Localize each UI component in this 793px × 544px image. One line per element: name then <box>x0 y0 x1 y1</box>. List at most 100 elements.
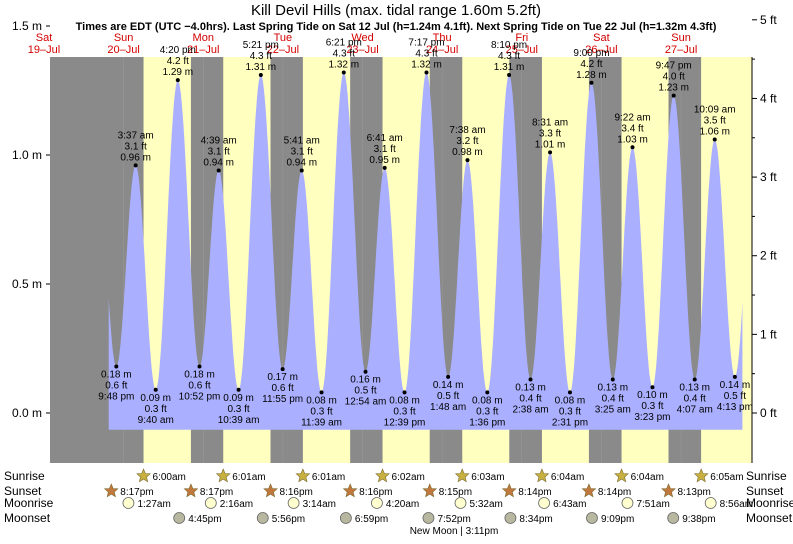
y-tick-label-m-3: 1.5 m <box>12 19 42 33</box>
tide-ft-19: 4.3 ft <box>498 51 520 62</box>
tide-ft-20: 0.4 ft <box>519 393 541 404</box>
tide-m-4: 0.18 m <box>184 370 215 381</box>
tide-time-11: 6:21 pm <box>326 37 362 48</box>
tide-m-10: 0.08 m <box>306 395 337 406</box>
tide-ft-11: 4.3 ft <box>333 48 355 59</box>
tide-m-9: 0.94 m <box>286 157 317 168</box>
sunrise-time-6: 6:04am <box>631 472 664 483</box>
day-name-6: Fri <box>515 32 528 44</box>
tide-time-17: 7:38 am <box>449 125 485 136</box>
tide-m-30: 0.14 m <box>720 380 751 391</box>
sunset-time-0: 8:17pm <box>120 487 153 498</box>
tide-time-29: 10:09 am <box>694 105 736 116</box>
day-name-1: Sun <box>114 32 134 44</box>
moonset-time-3: 7:52pm <box>437 514 470 525</box>
tide-ft-1: 3.1 ft <box>125 141 147 152</box>
tide-point-26 <box>650 385 655 390</box>
tide-time-3: 4:20 pm <box>160 45 196 56</box>
right-edge-band <box>742 57 752 463</box>
tide-point-13 <box>382 165 387 170</box>
tide-ft-15: 4.3 ft <box>415 48 437 59</box>
sunset-time-4: 8:15pm <box>439 487 472 498</box>
tide-time-21: 8:31 am <box>532 117 568 128</box>
sunset-icon-3 <box>342 483 358 498</box>
tide-point-24 <box>610 377 615 382</box>
tide-ft-8: 0.6 ft <box>272 383 294 394</box>
tide-time-15: 7:17 pm <box>408 37 444 48</box>
tide-ft-14: 0.3 ft <box>393 406 415 417</box>
tide-time-9: 5:41 am <box>284 135 320 146</box>
moonrise-icon-3 <box>370 497 383 509</box>
day-name-8: Sun <box>671 32 691 44</box>
sunrise-time-7: 6:05am <box>710 472 743 483</box>
tide-point-20 <box>528 377 533 382</box>
day-name-5: Thu <box>433 32 452 44</box>
moonset-time-1: 5:56pm <box>272 514 305 525</box>
day-name-7: Sat <box>593 32 610 44</box>
y-tick-label-m-1: 0.5 m <box>12 277 42 291</box>
tide-point-25 <box>630 145 635 150</box>
sunset-time-5: 8:14pm <box>518 487 551 498</box>
tide-ft-28: 0.4 ft <box>684 393 706 404</box>
sunset-time-2: 8:16pm <box>280 487 313 498</box>
moonrise-time-2: 3:14am <box>303 499 336 510</box>
moonset-time-6: 9:38pm <box>682 514 715 525</box>
moonrise-icon-7 <box>704 497 717 509</box>
moonrise-time-7: 8:56am <box>720 499 753 510</box>
moonset-icon-0 <box>173 512 186 524</box>
tide-time-5: 4:39 am <box>201 135 237 146</box>
tide-time-1: 3:37 am <box>118 130 154 141</box>
tide-m-2: 0.09 m <box>140 393 171 404</box>
day-date-2: 21–Jul <box>187 44 219 56</box>
tide-ft-10: 0.3 ft <box>310 406 332 417</box>
tide-point-10 <box>319 390 324 395</box>
tide-point-3 <box>175 78 180 83</box>
tide-time-16: 1:48 am <box>430 402 466 413</box>
tide-ft-3: 4.2 ft <box>167 56 189 67</box>
tide-m-11: 1.32 m <box>328 59 359 70</box>
y-axis-feet: 0 ft 1 ft 2 ft 3 ft 4 ft 5 ft <box>751 13 777 463</box>
day-date-7: 26–Jul <box>585 44 617 56</box>
moonrise-icon-1 <box>204 497 217 509</box>
sunset-icon-7 <box>661 483 676 498</box>
tide-point-12 <box>363 369 368 374</box>
tide-m-27: 1.23 m <box>658 83 689 94</box>
tide-m-8: 0.17 m <box>267 372 298 383</box>
sunrise-icon-2 <box>295 468 311 483</box>
y-tick-label-ft-4: 4 ft <box>760 91 777 105</box>
tide-point-21 <box>548 150 553 155</box>
tide-m-20: 0.13 m <box>515 382 546 393</box>
sunrise-icon-0 <box>136 468 151 483</box>
tide-point-4 <box>197 364 202 369</box>
sunrise-time-2: 6:01am <box>312 472 345 483</box>
y-tick-label-ft-1: 1 ft <box>760 327 777 341</box>
sunrise-label-right: Sunrise <box>746 469 787 483</box>
moonrise-label-right: Moonrise <box>746 496 793 510</box>
tide-m-28: 0.13 m <box>679 382 710 393</box>
sunset-time-3: 8:16pm <box>359 487 392 498</box>
tide-ft-26: 0.3 ft <box>641 401 663 412</box>
tide-ft-6: 0.3 ft <box>227 404 249 415</box>
tide-time-20: 2:38 am <box>512 404 548 415</box>
sunrise-time-1: 6:01am <box>232 472 265 483</box>
tide-time-27: 9:47 pm <box>656 61 692 72</box>
tide-m-3: 1.29 m <box>163 67 194 78</box>
y-tick-label-m-2: 1.0 m <box>12 148 42 162</box>
sunrise-time-5: 6:04am <box>551 472 584 483</box>
tide-m-29: 1.06 m <box>699 127 730 138</box>
moonrise-icon-0 <box>122 497 135 509</box>
moonset-icon-3 <box>422 512 435 524</box>
moonset-icon-2 <box>339 512 352 524</box>
tide-m-5: 0.94 m <box>203 157 234 168</box>
tide-time-12: 12:54 am <box>345 397 387 408</box>
moonset-time-4: 8:34pm <box>519 514 552 525</box>
moonrise-time-1: 2:16am <box>220 499 253 510</box>
sunset-icon-0 <box>103 483 119 498</box>
sunrise-icon-4 <box>454 468 470 483</box>
sunset-time-6: 8:14pm <box>598 487 631 498</box>
moonrise-icon-6 <box>621 497 634 509</box>
moonrise-time-0: 1:27am <box>137 499 170 510</box>
tide-point-8 <box>280 367 285 372</box>
